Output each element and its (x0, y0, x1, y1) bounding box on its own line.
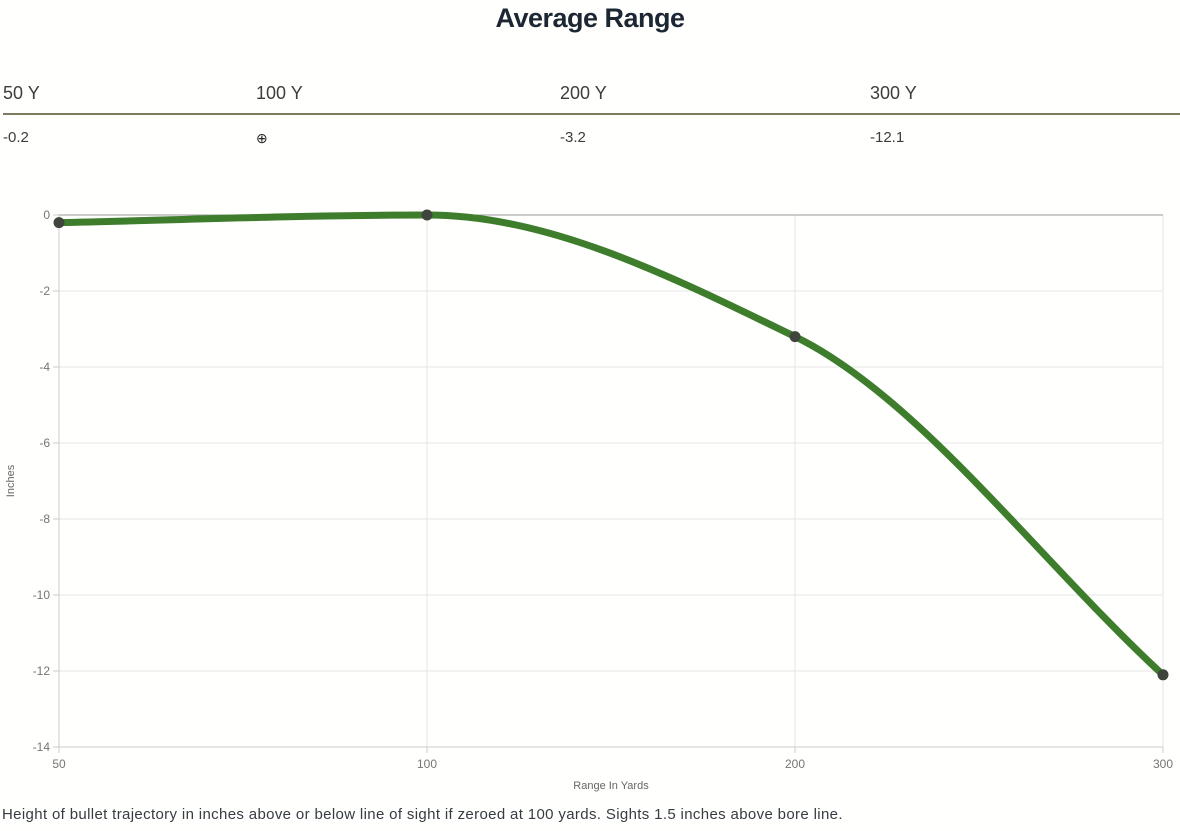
range-table-header-row: 50 Y 100 Y 200 Y 300 Y (3, 82, 1180, 115)
trajectory-line (55, 211, 1167, 679)
page-title: Average Range (495, 3, 685, 33)
x-tick-label: 50 (52, 757, 66, 771)
x-tick-label: 300 (1153, 757, 1173, 771)
zero-crosshair-icon: ⊕ (256, 130, 268, 146)
y-tick-label: -14 (33, 740, 51, 754)
y-tick-label: -2 (39, 284, 50, 298)
data-point[interactable] (53, 217, 65, 229)
range-table-value-row: -0.2 ⊕ -3.2 -12.1 (3, 115, 1180, 147)
range-header-50y: 50 Y (3, 83, 40, 103)
range-header-100y: 100 Y (256, 83, 303, 103)
data-point[interactable] (789, 331, 801, 343)
range-value-50y: -0.2 (3, 129, 29, 146)
range-value-300y: -12.1 (870, 129, 905, 146)
x-tick-label: 100 (417, 757, 437, 771)
chart-caption: Height of bullet trajectory in inches ab… (2, 806, 843, 823)
y-tick-label: -12 (33, 664, 51, 678)
range-table: 50 Y 100 Y 200 Y 300 Y -0.2 ⊕ -3.2 -12.1 (0, 82, 1180, 147)
data-point[interactable] (421, 209, 433, 221)
x-tick-label: 200 (785, 757, 805, 771)
y-tick-label: -4 (39, 360, 50, 374)
y-tick-label: -8 (39, 512, 50, 526)
y-tick-label: -10 (33, 588, 51, 602)
range-header-200y: 200 Y (560, 83, 607, 103)
x-axis-title: Range In Yards (573, 780, 649, 792)
y-axis-title: Inches (5, 464, 17, 497)
y-tick-label: 0 (43, 208, 50, 222)
y-tick-label: -6 (39, 436, 50, 450)
range-header-300y: 300 Y (870, 83, 917, 103)
trajectory-chart: 0 -2 -4 -6 -8 -10 -12 -14 50 100 200 300 Range In Ya… (0, 195, 1180, 805)
data-point[interactable] (1157, 669, 1169, 681)
range-value-200y: -3.2 (560, 129, 586, 146)
